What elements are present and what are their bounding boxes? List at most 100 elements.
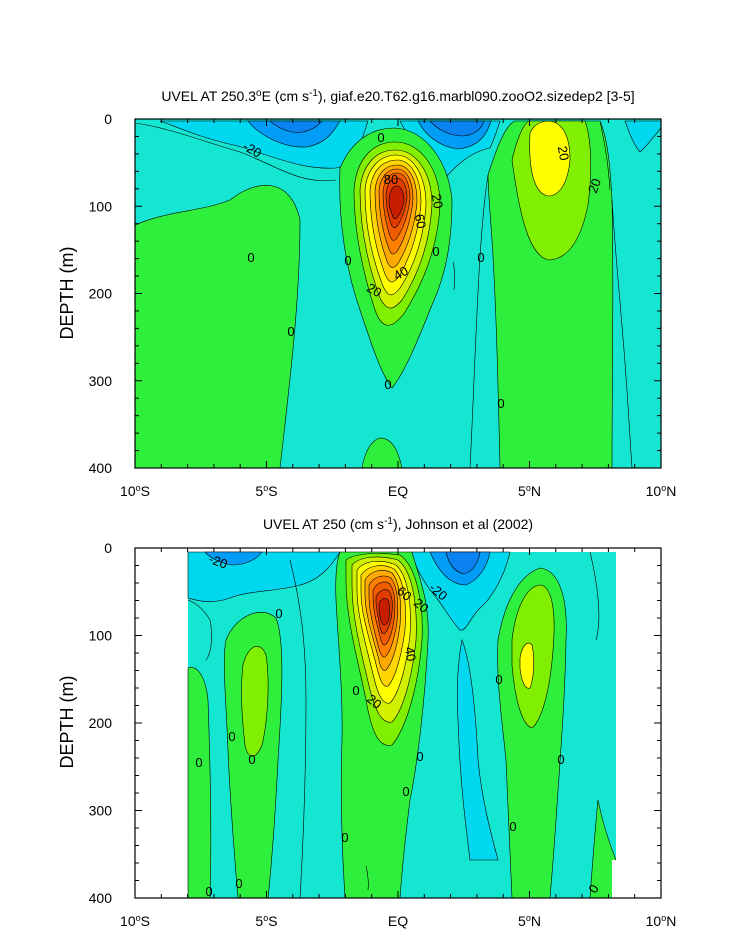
contour-label: 0 [247, 250, 254, 265]
degree-symbol: o [263, 483, 268, 493]
panel-2-neg-region-east [411, 551, 511, 631]
x-tick-label: 5oS [255, 483, 277, 499]
contour-label: 80 [384, 172, 398, 187]
x-tick-hemisphere: S [268, 483, 277, 499]
x-tick-label: EQ [388, 913, 408, 929]
title-superscript: -1 [309, 88, 318, 99]
y-tick-label: 400 [89, 890, 113, 906]
x-tick-hemisphere: N [666, 913, 676, 929]
contour-label: 0 [432, 244, 439, 259]
contour-label: 0 [384, 377, 391, 392]
x-tick-hemisphere: S [141, 483, 150, 499]
contour-label: 0 [495, 672, 502, 687]
x-tick-label: EQ [388, 483, 408, 499]
panel-1-neg-region-far-east [624, 120, 661, 153]
title-segment: ), Johnson et al (2002) [393, 516, 533, 532]
panel-1-euc-level-90 [388, 185, 405, 220]
contour-label: 0 [557, 752, 564, 767]
contour-label: 0 [228, 729, 235, 744]
contour-label: 0 [477, 250, 484, 265]
y-tick-label: 200 [89, 715, 113, 731]
panel-2-contour-line [289, 559, 307, 898]
x-tick-number: EQ [388, 483, 408, 499]
panel-1-neg-region-west-3 [269, 120, 323, 133]
degree-symbol: o [136, 913, 141, 923]
x-tick-number: 5 [255, 483, 263, 499]
title-segment: UVEL AT 250.3 [161, 88, 256, 104]
x-tick-label: 5oS [255, 913, 277, 929]
y-tick-label: 100 [89, 198, 113, 214]
y-tick-label: 200 [89, 286, 113, 302]
panel-2-contours [135, 548, 661, 898]
panel-1-pos-region-necc-20 [529, 120, 571, 197]
contour-label: 0 [341, 830, 348, 845]
panel-2-euc-level-90 [378, 598, 390, 626]
panel-1-contour-labels: -20 0 0 0 0 0 0 0 0 20 20 20 40 60 80 20 [240, 130, 604, 411]
title-segment: E (cm s [262, 88, 309, 104]
panel-2-pos-region-east-edge [589, 799, 617, 898]
panel-2-neg-region-deep [456, 638, 499, 861]
degree-symbol: o [136, 483, 141, 493]
degree-symbol: o [661, 913, 666, 923]
x-tick-hemisphere: N [531, 483, 541, 499]
contour-label: 0 [235, 876, 242, 891]
panel-2-missing-data-right [616, 548, 661, 898]
panel-2-neg-region-east-3 [445, 551, 481, 575]
panel-1-title: UVEL AT 250.3oE (cm s-1), giaf.e20.T62.g… [161, 88, 634, 105]
degree-symbol: o [526, 483, 531, 493]
contour-label: 60 [412, 213, 429, 230]
x-tick-number: 10 [120, 483, 136, 499]
x-tick-number: 10 [646, 483, 662, 499]
panel-2-pos-region-necc-20 [519, 642, 535, 689]
panel-2-neg-region-west [187, 551, 341, 602]
panel-1-contour-line [469, 174, 489, 468]
y-tick-label: 100 [89, 628, 113, 644]
panel-1-neg-region-west-2 [247, 120, 341, 148]
panel-1-contour-line [452, 261, 455, 291]
panel-1-pos-region-deep-patch [361, 437, 403, 468]
contour-label: 20 [555, 145, 572, 162]
title-superscript: -1 [384, 516, 393, 527]
x-tick-number: 5 [518, 913, 526, 929]
y-tick-label: 0 [104, 540, 112, 556]
contour-label: 0 [205, 884, 212, 899]
contour-label: 0 [497, 396, 504, 411]
y-tick-label: 300 [89, 803, 113, 819]
panel-1-contour-line [135, 122, 337, 182]
panel-2-ylabel: DEPTH (m) [57, 676, 77, 769]
panel-1-contour-line [611, 199, 633, 468]
degree-symbol: o [526, 913, 531, 923]
y-tick-label: 0 [104, 111, 112, 127]
panel-1-ylabel: DEPTH (m) [57, 247, 77, 340]
panel-1-pos-region-south-lobe [135, 185, 301, 468]
x-tick-label: 10oS [120, 483, 150, 499]
degree-symbol: o [263, 913, 268, 923]
panel-1-neg-region-east-3 [429, 120, 485, 137]
x-tick-number: 5 [255, 913, 263, 929]
contour-label: 0 [344, 253, 351, 268]
x-tick-number: EQ [388, 913, 408, 929]
panel-2-contour-line [365, 865, 369, 891]
panel-2-contour-line [187, 599, 212, 661]
panel-2-contour-line [589, 551, 600, 641]
contour-label: 0 [509, 819, 516, 834]
x-tick-label: 10oN [646, 483, 677, 499]
title-segment: ), giaf.e20.T62.g16.marbl090.zooO2.sized… [318, 88, 635, 104]
x-tick-label: 5oN [518, 483, 541, 499]
contour-label: 0 [248, 752, 255, 767]
contour-label: 0 [195, 755, 202, 770]
x-tick-hemisphere: S [141, 913, 150, 929]
panel-2-pos-region-south-lobe-10 [241, 646, 269, 757]
x-tick-label: 10oS [120, 913, 150, 929]
x-tick-number: 5 [518, 483, 526, 499]
panel-1-contour-line [599, 120, 611, 191]
x-tick-hemisphere: N [666, 483, 676, 499]
x-tick-number: 10 [120, 913, 136, 929]
x-tick-hemisphere: S [268, 913, 277, 929]
panel-1: UVEL AT 250.3 o E (cm s-1), giaf.e20.T62.g… [57, 88, 676, 500]
panel-2-title: UVEL AT 250 (cm s-1), Johnson et al (200… [263, 516, 533, 533]
contour-label: 20 [585, 176, 604, 195]
panel-2-neg-region-west-2 [204, 551, 263, 566]
degree-symbol: o [661, 483, 666, 493]
